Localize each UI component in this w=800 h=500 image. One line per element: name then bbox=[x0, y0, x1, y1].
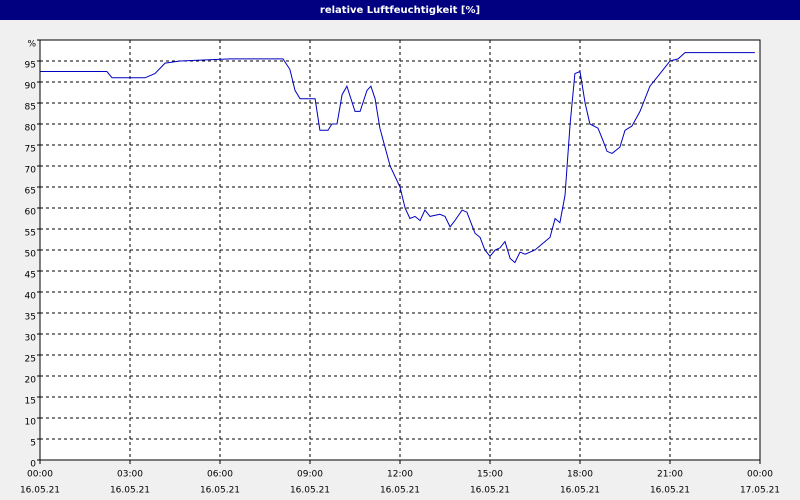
x-tick-label: 18:00 bbox=[567, 470, 593, 480]
y-tick-label: 35 bbox=[25, 313, 36, 323]
y-tick-label: 85 bbox=[25, 103, 36, 113]
y-tick-label: 95 bbox=[25, 61, 36, 71]
y-tick-label: 15 bbox=[25, 397, 36, 407]
x-tick-label: 15:00 bbox=[477, 470, 503, 480]
y-tick-label: 90 bbox=[25, 82, 37, 92]
x-tick-date: 16.05.21 bbox=[20, 486, 60, 496]
y-tick-label: 10 bbox=[25, 418, 37, 428]
y-tick-label: 25 bbox=[25, 355, 36, 365]
x-tick-date: 16.05.21 bbox=[200, 486, 240, 496]
y-tick-label: 70 bbox=[25, 166, 37, 176]
x-tick-date: 16.05.21 bbox=[290, 486, 330, 496]
y-tick-label: 45 bbox=[25, 271, 36, 281]
y-tick-label: 40 bbox=[25, 292, 37, 302]
y-tick-label: % bbox=[27, 40, 36, 50]
x-tick-label: 03:00 bbox=[117, 470, 143, 480]
title-bar bbox=[0, 0, 800, 20]
y-tick-label: 80 bbox=[25, 124, 37, 134]
y-tick-label: 55 bbox=[25, 229, 36, 239]
x-tick-label: 21:00 bbox=[657, 470, 683, 480]
y-tick-label: 5 bbox=[30, 439, 36, 449]
chart-title: relative Luftfeuchtigkeit [%] bbox=[320, 5, 480, 16]
x-tick-date: 16.05.21 bbox=[650, 486, 690, 496]
y-tick-label: 30 bbox=[25, 334, 37, 344]
x-tick-label: 00:00 bbox=[27, 470, 53, 480]
plot-border bbox=[39, 39, 761, 461]
x-tick-label: 12:00 bbox=[387, 470, 413, 480]
x-tick-label: 09:00 bbox=[297, 470, 323, 480]
x-tick-label: 06:00 bbox=[207, 470, 233, 480]
x-tick-date: 16.05.21 bbox=[470, 486, 510, 496]
y-tick-label: 0 bbox=[30, 460, 36, 470]
x-tick-date: 16.05.21 bbox=[560, 486, 600, 496]
y-tick-label: 60 bbox=[25, 208, 37, 218]
x-tick-date: 17.05.21 bbox=[740, 486, 780, 496]
y-tick-label: 65 bbox=[25, 187, 36, 197]
x-tick-date: 16.05.21 bbox=[380, 486, 420, 496]
data-line bbox=[40, 52, 755, 264]
y-tick-label: 50 bbox=[25, 250, 37, 260]
x-tick-label: 00:00 bbox=[747, 470, 773, 480]
x-tick-date: 16.05.21 bbox=[110, 486, 150, 496]
y-tick-label: 20 bbox=[25, 376, 37, 386]
y-tick-label: 75 bbox=[25, 145, 36, 155]
